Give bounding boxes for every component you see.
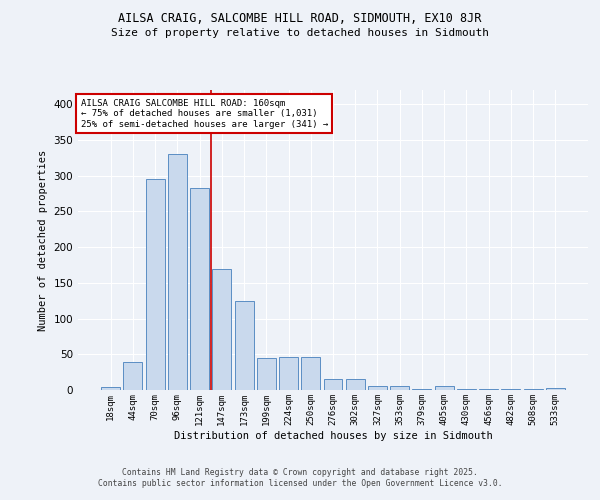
Bar (346, 380, 365, 390)
Bar (190, 188, 209, 390)
Bar (146, 180, 164, 390)
Bar (257, 358, 276, 390)
Text: Contains HM Land Registry data © Crown copyright and database right 2025.
Contai: Contains HM Land Registry data © Crown c… (98, 468, 502, 487)
Bar (390, 386, 409, 390)
Text: AILSA CRAIG, SALCOMBE HILL ROAD, SIDMOUTH, EX10 8JR: AILSA CRAIG, SALCOMBE HILL ROAD, SIDMOUT… (118, 12, 482, 26)
Text: Size of property relative to detached houses in Sidmouth: Size of property relative to detached ho… (111, 28, 489, 38)
Bar (323, 380, 343, 390)
Bar (301, 357, 320, 390)
Bar (368, 386, 387, 390)
Bar (235, 300, 254, 390)
X-axis label: Distribution of detached houses by size in Sidmouth: Distribution of detached houses by size … (173, 430, 493, 440)
Bar (435, 386, 454, 390)
Bar (212, 268, 231, 390)
Bar (279, 357, 298, 390)
Bar (546, 388, 565, 390)
Bar (124, 362, 142, 390)
Bar (101, 387, 120, 390)
Bar (168, 154, 187, 390)
Y-axis label: Number of detached properties: Number of detached properties (38, 150, 48, 330)
Text: AILSA CRAIG SALCOMBE HILL ROAD: 160sqm
← 75% of detached houses are smaller (1,0: AILSA CRAIG SALCOMBE HILL ROAD: 160sqm ←… (80, 99, 328, 129)
